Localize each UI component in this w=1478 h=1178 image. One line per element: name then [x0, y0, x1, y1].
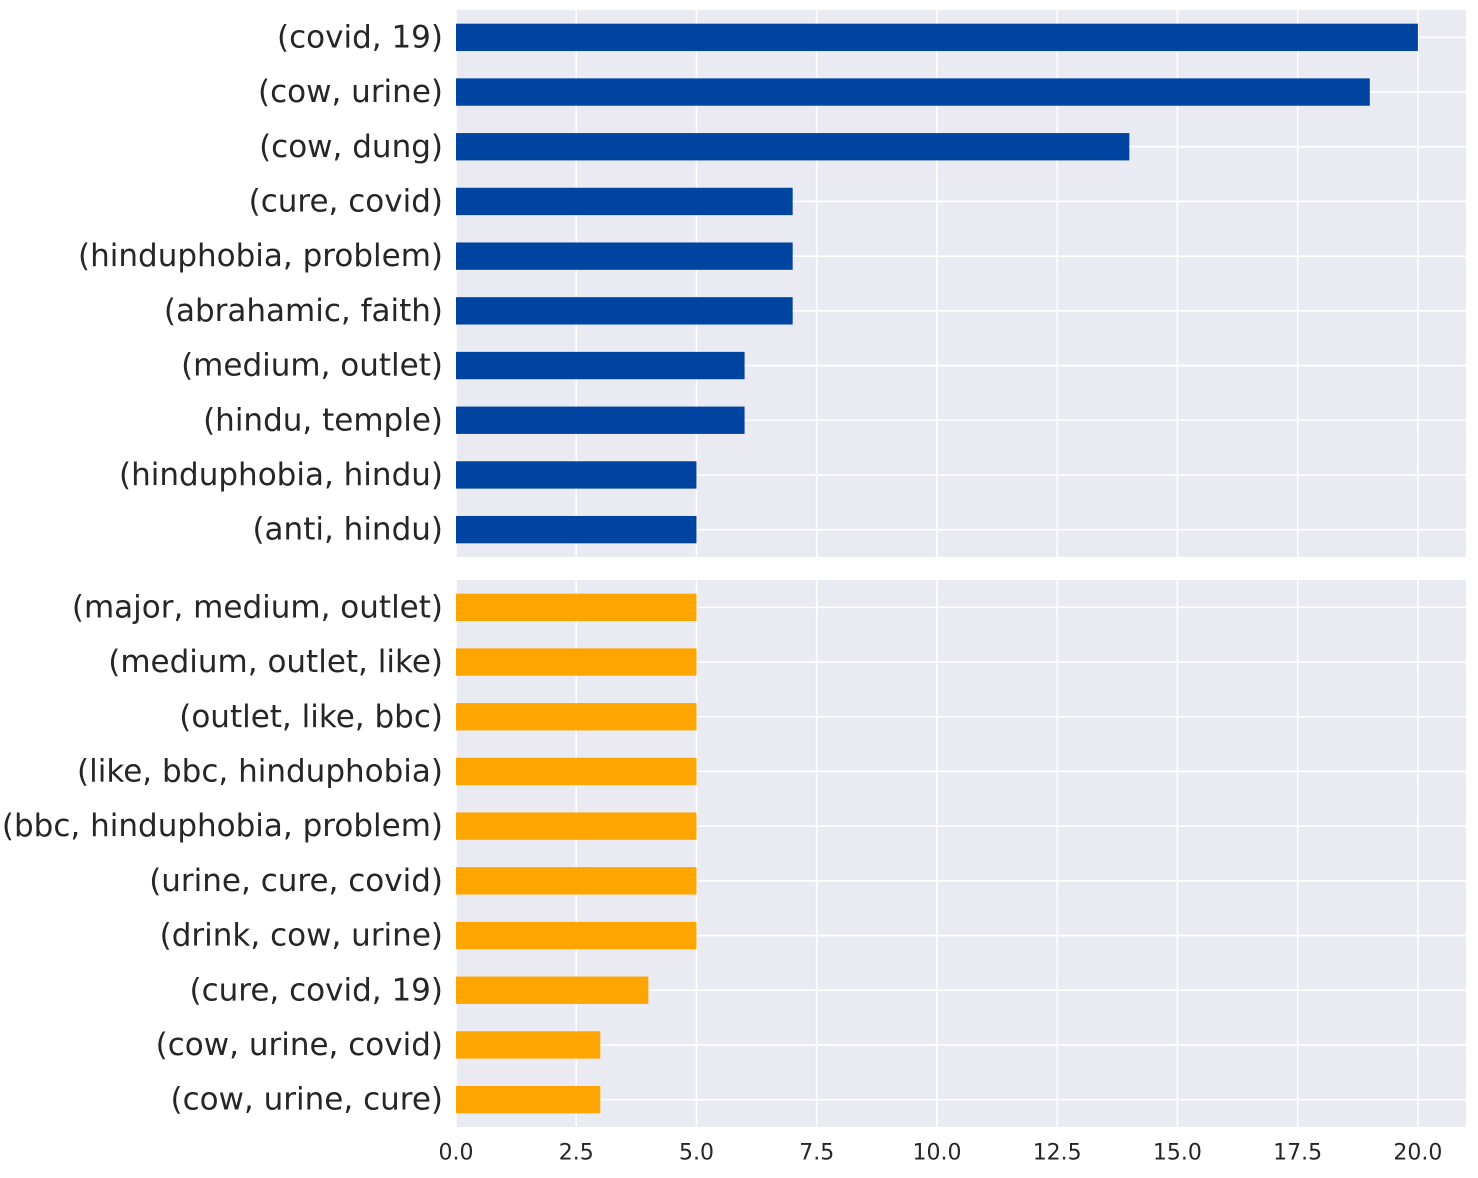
category-label: (medium, outlet, like) [108, 644, 443, 680]
bar [456, 133, 1130, 161]
category-label: (cow, dung) [259, 129, 443, 165]
category-label: (major, medium, outlet) [72, 589, 443, 625]
x-tick-label: 7.5 [799, 1141, 834, 1166]
bar [456, 812, 697, 840]
x-tick-label: 10.0 [912, 1141, 961, 1166]
bar [456, 78, 1370, 106]
category-label: (cow, urine, cure) [170, 1082, 443, 1118]
bar [456, 351, 745, 380]
category-label: (outlet, like, bbc) [179, 699, 443, 735]
bar [456, 406, 745, 434]
x-tick-label: 17.5 [1273, 1141, 1322, 1166]
category-label: (hindu, temple) [203, 402, 443, 438]
category-label: (cow, urine) [258, 74, 443, 110]
bar [456, 1085, 601, 1114]
bar [456, 23, 1418, 52]
bar [456, 242, 793, 270]
category-label: (drink, cow, urine) [160, 918, 443, 954]
trigram-panel: (major, medium, outlet) (medium, outlet, … [2, 580, 1466, 1127]
bar [456, 297, 793, 325]
bar [456, 976, 649, 1004]
bar [456, 187, 793, 216]
category-label: (cure, covid, 19) [189, 972, 443, 1008]
category-label: (hinduphobia, problem) [78, 238, 443, 274]
bar [456, 757, 697, 786]
category-label: (abrahamic, faith) [164, 293, 443, 329]
category-label: (hinduphobia, hindu) [119, 457, 443, 493]
bar [456, 648, 697, 676]
category-label: (bbc, hinduphobia, problem) [2, 808, 443, 844]
bar [456, 703, 697, 731]
category-label: (like, bbc, hinduphobia) [77, 753, 443, 789]
bar [456, 593, 697, 622]
category-label: (anti, hindu) [252, 512, 443, 548]
bigram-panel: (covid, 19) (cow, urine) (cow, dung) (cure,… [78, 10, 1466, 557]
category-label: (cow, urine, covid) [156, 1027, 443, 1063]
category-label: (urine, cure, covid) [149, 863, 443, 899]
bar [456, 515, 697, 544]
x-tick-label: 12.5 [1033, 1141, 1082, 1166]
x-axis: 0.0 2.5 5.0 7.5 10.0 12.5 15.0 17.5 20.0 [439, 1141, 1443, 1166]
x-tick-label: 20.0 [1393, 1141, 1442, 1166]
bar [456, 461, 697, 489]
bar [456, 1031, 601, 1059]
bar [456, 867, 697, 895]
category-label: (cure, covid) [249, 183, 443, 219]
bar [456, 921, 697, 950]
x-tick-label: 15.0 [1153, 1141, 1202, 1166]
x-tick-label: 2.5 [559, 1141, 594, 1166]
category-label: (covid, 19) [277, 19, 443, 55]
x-tick-label: 5.0 [679, 1141, 714, 1166]
x-tick-label: 0.0 [439, 1141, 474, 1166]
category-label: (medium, outlet) [181, 348, 443, 384]
